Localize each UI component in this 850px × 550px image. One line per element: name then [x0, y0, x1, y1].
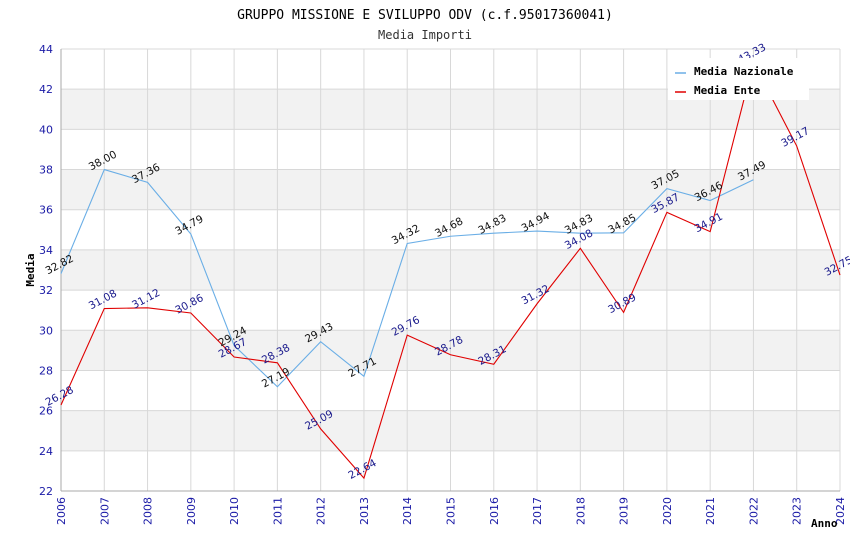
data-label-nazionale: 34.32: [390, 222, 422, 247]
x-tick-label: 2013: [358, 497, 371, 525]
y-tick-label: 22: [39, 485, 53, 498]
x-tick-label: 2012: [315, 497, 328, 525]
legend-box: [668, 58, 809, 100]
legend: Media Nazionale Media Ente: [668, 58, 809, 100]
legend-label-nazionale: Media Nazionale: [694, 65, 794, 78]
x-tick-label: 2019: [618, 497, 631, 525]
chart-subtitle: Media Importi: [378, 28, 472, 42]
x-tick-label: 2015: [445, 497, 458, 525]
series-line-media-nazionale: [60, 168, 754, 388]
x-tick-label: 2016: [488, 497, 501, 525]
axes: [60, 49, 840, 492]
data-label-ente: 22.64: [346, 457, 378, 482]
x-tick-label: 2023: [791, 497, 804, 525]
y-tick-label: 26: [39, 405, 53, 418]
chart-title: GRUPPO MISSIONE E SVILUPPO ODV (c.f.9501…: [237, 8, 613, 23]
x-tick-label: 2020: [661, 497, 674, 525]
series-lines: [60, 60, 841, 480]
x-tick-label: 2022: [747, 497, 760, 525]
y-tick-label: 24: [39, 445, 53, 458]
x-tick-label: 2008: [142, 497, 155, 525]
x-tick-label: 2021: [704, 497, 717, 525]
x-tick-label: 2014: [401, 497, 414, 525]
y-tick-label: 42: [39, 83, 53, 96]
x-tick-label: 2017: [531, 497, 544, 525]
y-tick-label: 30: [39, 324, 53, 337]
y-tick-label: 34: [39, 244, 53, 257]
data-label-ente: 30.89: [606, 291, 638, 316]
x-tick-label: 2006: [55, 497, 68, 525]
x-tick-label: 2007: [98, 497, 111, 525]
y-axis-ticks: 22 24 26 28 30 32 34 36 38 40 42 44: [39, 43, 53, 498]
data-label-ente: 26.28: [44, 384, 76, 409]
x-tick-label: 2010: [228, 497, 241, 525]
data-label-ente: 34.91: [693, 211, 725, 236]
series-line-media-ente: [60, 60, 841, 480]
data-label-nazionale: 34.79: [173, 213, 205, 238]
x-axis-label: Anno: [811, 517, 838, 530]
y-tick-label: 28: [39, 364, 53, 377]
x-axis-ticks: 2006 2007 2008 2009 2010 2011 2012 2013 2014 2015…: [55, 497, 847, 525]
x-tick-label: 2009: [185, 497, 198, 525]
y-tick-label: 44: [39, 43, 53, 56]
y-axis-label: Media: [24, 253, 37, 286]
x-tick-label: 2024: [834, 497, 847, 525]
legend-label-ente: Media Ente: [694, 84, 761, 97]
y-tick-label: 38: [39, 164, 53, 177]
y-tick-label: 40: [39, 123, 53, 136]
gridlines: [60, 48, 841, 492]
x-tick-label: 2011: [271, 497, 284, 525]
y-tick-label: 36: [39, 204, 53, 217]
y-tick-label: 32: [39, 284, 53, 297]
x-tick-label: 2018: [574, 497, 587, 525]
